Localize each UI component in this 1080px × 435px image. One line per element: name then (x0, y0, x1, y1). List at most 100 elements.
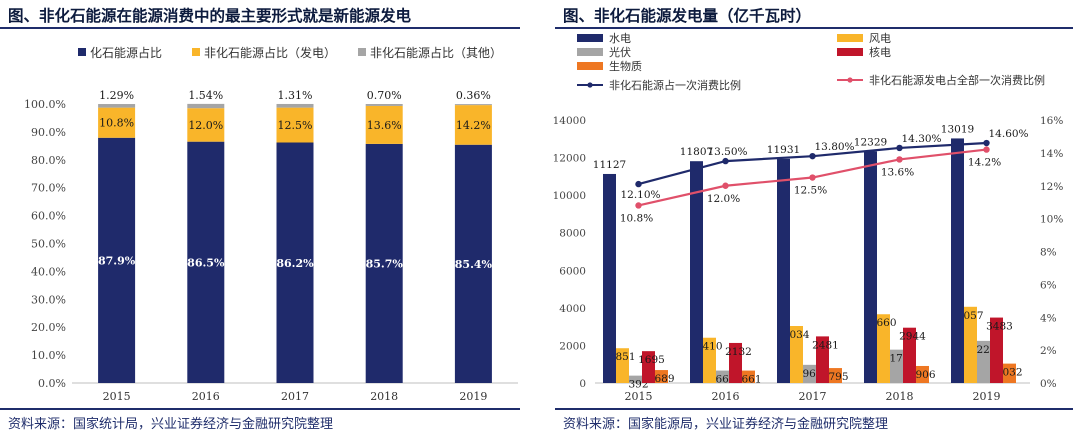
y-tick-label: 50.0% (31, 238, 66, 251)
data-label: 034 (789, 329, 809, 341)
line-label: 12.0% (707, 193, 740, 205)
legend-label: 非化石能源占一次消费比例 (609, 78, 741, 92)
data-label: 2944 (899, 331, 926, 343)
bar (964, 306, 977, 383)
y-tick-label: 10.0% (31, 349, 66, 362)
data-label: 12.0% (188, 119, 223, 132)
legend-swatch (358, 48, 366, 56)
legend-label: 水电 (609, 32, 631, 45)
y-tick-label: 2000 (559, 340, 586, 352)
data-label: 0.36% (456, 89, 491, 102)
x-tick-label: 2018 (370, 390, 398, 403)
bar (977, 340, 990, 383)
bar-segment (187, 108, 225, 142)
data-label: 661 (741, 374, 761, 386)
data-label: 86.5% (187, 256, 225, 269)
x-tick-label: 2015 (625, 390, 653, 403)
y-tick-label: 10000 (553, 190, 586, 202)
legend-swatch (577, 48, 603, 56)
y-tick-label: 6000 (559, 265, 586, 277)
bar-segment (98, 107, 136, 138)
bar (729, 342, 742, 383)
title-rule (0, 27, 520, 29)
data-label: 3483 (986, 321, 1013, 333)
bar-segment (276, 103, 314, 108)
bar-segment (365, 105, 403, 144)
data-label: 11807 (680, 146, 713, 158)
bar (790, 326, 803, 383)
x-tick-label: 2016 (192, 390, 220, 403)
data-label: 2132 (725, 346, 752, 358)
chart-title: 图、非化石能源发电量（亿千瓦时） (563, 7, 812, 25)
legend-swatch (837, 34, 863, 42)
data-label: 2481 (812, 339, 839, 351)
x-tick-label: 2017 (799, 390, 827, 403)
line-marker (809, 174, 816, 181)
x-tick-label: 2019 (459, 390, 487, 403)
data-label: 12329 (854, 136, 887, 148)
data-label: 11127 (593, 159, 626, 171)
line-label: 13.50% (707, 146, 747, 158)
data-label: 0.70% (367, 89, 402, 102)
legend-label: 化石能源占比 (90, 45, 162, 60)
bar (877, 314, 890, 383)
line-label: 10.8% (620, 212, 653, 224)
bar (742, 370, 755, 383)
y-tick-label: 30.0% (31, 293, 66, 306)
bar (629, 375, 642, 383)
data-label: 906 (915, 369, 935, 381)
x-tick-label: 2015 (103, 390, 131, 403)
legend-label: 光伏 (609, 45, 631, 59)
chart-title: 图、非化石能源在能源消费中的最主要形式就是新能源发电 (8, 7, 412, 25)
data-label: 410 (702, 341, 722, 353)
data-label: 13019 (941, 123, 974, 135)
y-tick-label: 70.0% (31, 182, 66, 195)
bar (777, 158, 790, 383)
y2-tick-label: 0% (1040, 378, 1057, 390)
y2-tick-label: 12% (1040, 181, 1063, 193)
data-label: 1.54% (188, 89, 223, 102)
data-label: 1.31% (278, 89, 313, 102)
line-marker (635, 180, 642, 188)
y-tick-label: 80.0% (31, 154, 66, 167)
data-label: 660 (876, 317, 896, 329)
data-label: 12.5% (278, 119, 313, 132)
source-note: 资料来源：国家能源局，兴业证券经济与金融研究院整理 (563, 417, 889, 432)
y-tick-label: 90.0% (31, 126, 66, 139)
data-label: 14.2% (456, 119, 491, 132)
line-marker (896, 144, 903, 152)
line-marker (722, 182, 729, 189)
y2-tick-label: 2% (1040, 345, 1057, 357)
x-tick-label: 2016 (712, 390, 740, 403)
source-rule (0, 408, 520, 410)
data-label: 032 (1002, 367, 1022, 379)
panel-left: 图、非化石能源在能源消费中的最主要形式就是新能源发电 化石能源占比 非化石能源占比… (0, 0, 530, 435)
line-label: 12.10% (620, 189, 660, 201)
bar (916, 365, 929, 383)
data-label: 87.9% (98, 254, 136, 267)
bar (890, 349, 903, 383)
bar (716, 370, 729, 383)
line-marker (983, 139, 990, 147)
title-rule (555, 27, 1073, 29)
bar-segment (365, 143, 403, 383)
data-label: 1695 (638, 354, 665, 366)
data-label: 1.29% (99, 89, 134, 102)
bar (903, 327, 916, 383)
bar-segment (187, 141, 225, 383)
bar-segment (276, 107, 314, 143)
data-label: 86.2% (276, 257, 314, 270)
data-label: 11931 (767, 144, 800, 156)
y-tick-label: 20.0% (31, 321, 66, 334)
bar-segment (454, 104, 492, 106)
line-label: 13.80% (815, 141, 855, 153)
bar (603, 173, 616, 383)
bar (803, 364, 816, 383)
legend-label: 非化石能源占比（发电） (204, 45, 336, 60)
bar-segment (187, 103, 225, 109)
bar-segment (365, 104, 403, 106)
bar (703, 337, 716, 383)
y-tick-label: 60.0% (31, 210, 66, 223)
x-tick-label: 2019 (973, 390, 1001, 403)
